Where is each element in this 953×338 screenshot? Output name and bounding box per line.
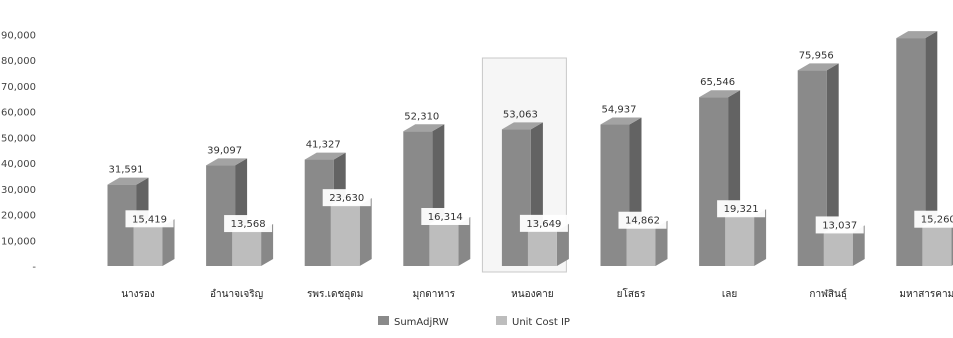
data-label: 53,063 bbox=[503, 109, 538, 120]
data-label-box bbox=[815, 216, 864, 234]
bar-front-face bbox=[304, 159, 334, 266]
data-label-box bbox=[224, 215, 273, 233]
x-tick-label: มหาสารคาม bbox=[899, 289, 953, 300]
y-tick-label: 80,000 bbox=[1, 56, 36, 67]
legend: SumAdjRW Unit Cost IP bbox=[378, 316, 570, 328]
bar-unit-cost-ip bbox=[330, 198, 372, 266]
y-tick-label: 40,000 bbox=[1, 159, 36, 170]
data-label: 16,314 bbox=[428, 212, 463, 223]
data-label: 65,546 bbox=[700, 77, 735, 88]
data-label: 19,321 bbox=[724, 204, 759, 215]
data-label: 39,097 bbox=[207, 145, 242, 156]
y-tick-label: 20,000 bbox=[1, 211, 36, 222]
x-tick-label: นางรอง bbox=[121, 289, 155, 300]
y-tick-label: 60,000 bbox=[1, 108, 36, 119]
x-tick-label: รพร.เดชอุดม bbox=[307, 289, 363, 300]
bar-front-face bbox=[922, 226, 952, 266]
bar-top-face bbox=[600, 117, 642, 125]
y-tick-label: 70,000 bbox=[1, 82, 36, 93]
x-tick-label: กาฬสินธุ์ bbox=[809, 288, 847, 300]
y-tick-label: - bbox=[32, 262, 36, 273]
data-label-box bbox=[717, 200, 766, 218]
x-tick-label: อำนาจเจริญ bbox=[210, 289, 263, 300]
data-label-box bbox=[421, 207, 470, 225]
bar-top-face bbox=[403, 124, 445, 132]
bar-sumadjrw bbox=[797, 63, 839, 266]
x-tick-label: เลย bbox=[722, 289, 737, 300]
data-label: 75,956 bbox=[799, 50, 834, 61]
data-label: 13,649 bbox=[526, 219, 561, 230]
bar-front-face bbox=[429, 223, 459, 266]
legend-label: Unit Cost IP bbox=[512, 317, 570, 328]
x-axis: นางรอง อำนาจเจริญ รพร.เดชอุดม มุกดาหาร หนองค… bbox=[121, 287, 953, 300]
bar-front-face bbox=[797, 70, 827, 266]
bar-top-face bbox=[797, 63, 839, 71]
bar-front-face bbox=[600, 124, 630, 266]
data-label: 31,591 bbox=[109, 165, 144, 176]
data-label-box bbox=[322, 189, 371, 207]
y-tick-label: 90,000 bbox=[1, 30, 36, 41]
bar-side-face bbox=[556, 223, 569, 266]
data-label: 41,327 bbox=[306, 140, 341, 151]
bar-side-face bbox=[162, 219, 175, 266]
bar-front-face bbox=[232, 231, 262, 266]
data-label: 52,310 bbox=[404, 111, 439, 122]
bar-side-face bbox=[261, 224, 274, 266]
data-label: 54,937 bbox=[602, 105, 637, 116]
bar-top-face bbox=[107, 177, 149, 185]
bar-side-face bbox=[655, 220, 668, 266]
bar-side-face bbox=[925, 31, 938, 266]
bar-unit-cost-ip bbox=[429, 216, 471, 266]
bar-front-face bbox=[501, 129, 531, 266]
data-label-box bbox=[519, 214, 568, 232]
y-axis: - 10,000 20,000 30,000 40,000 50,000 60,000 70,… bbox=[1, 30, 36, 273]
x-tick-label: ยโสธร bbox=[617, 287, 646, 300]
bar-side-face bbox=[754, 209, 767, 266]
data-label: 13,037 bbox=[822, 220, 857, 231]
y-tick-label: 50,000 bbox=[1, 133, 36, 144]
bar-sumadjrw bbox=[896, 31, 938, 266]
bar-top-face bbox=[501, 122, 543, 130]
bar-front-face bbox=[699, 97, 729, 266]
bar-side-face bbox=[458, 216, 471, 266]
bar-front-face bbox=[133, 226, 163, 266]
data-label-box bbox=[618, 211, 667, 229]
bar-side-face bbox=[826, 63, 839, 266]
bar-front-face bbox=[527, 230, 557, 266]
x-tick-label: หนองคาย bbox=[511, 289, 553, 300]
bar-front-face bbox=[823, 232, 853, 266]
bar-top-face bbox=[304, 152, 346, 160]
bar-front-face bbox=[403, 131, 433, 266]
bar-unit-cost-ip bbox=[725, 209, 767, 266]
y-tick-label: 10,000 bbox=[1, 236, 36, 247]
legend-label: SumAdjRW bbox=[394, 317, 449, 328]
data-label: 13,568 bbox=[231, 219, 266, 230]
x-tick-label: มุกดาหาร bbox=[413, 289, 456, 300]
data-label-box bbox=[125, 210, 174, 228]
legend-swatch bbox=[378, 316, 389, 325]
bar-top-face bbox=[699, 90, 741, 98]
bars-layer: 31,591 15,419 39,097 13,568 41,327 23,630 52,3… bbox=[107, 31, 953, 266]
data-label: 15,260 bbox=[921, 215, 953, 226]
bar-front-face bbox=[330, 205, 360, 266]
bar-side-face bbox=[359, 198, 372, 266]
bar-sumadjrw bbox=[304, 152, 346, 266]
data-label: 23,630 bbox=[329, 193, 364, 204]
data-label: 14,862 bbox=[625, 216, 660, 227]
data-label: 15,419 bbox=[132, 214, 167, 225]
bar-front-face bbox=[626, 227, 656, 266]
bar-top-face bbox=[896, 31, 938, 39]
legend-swatch bbox=[496, 316, 507, 325]
bar-side-face bbox=[852, 225, 865, 266]
bar-front-face bbox=[725, 216, 755, 266]
bar-front-face bbox=[896, 38, 926, 266]
bar-top-face bbox=[206, 158, 248, 166]
y-tick-label: 30,000 bbox=[1, 185, 36, 196]
data-label-box bbox=[914, 210, 953, 228]
